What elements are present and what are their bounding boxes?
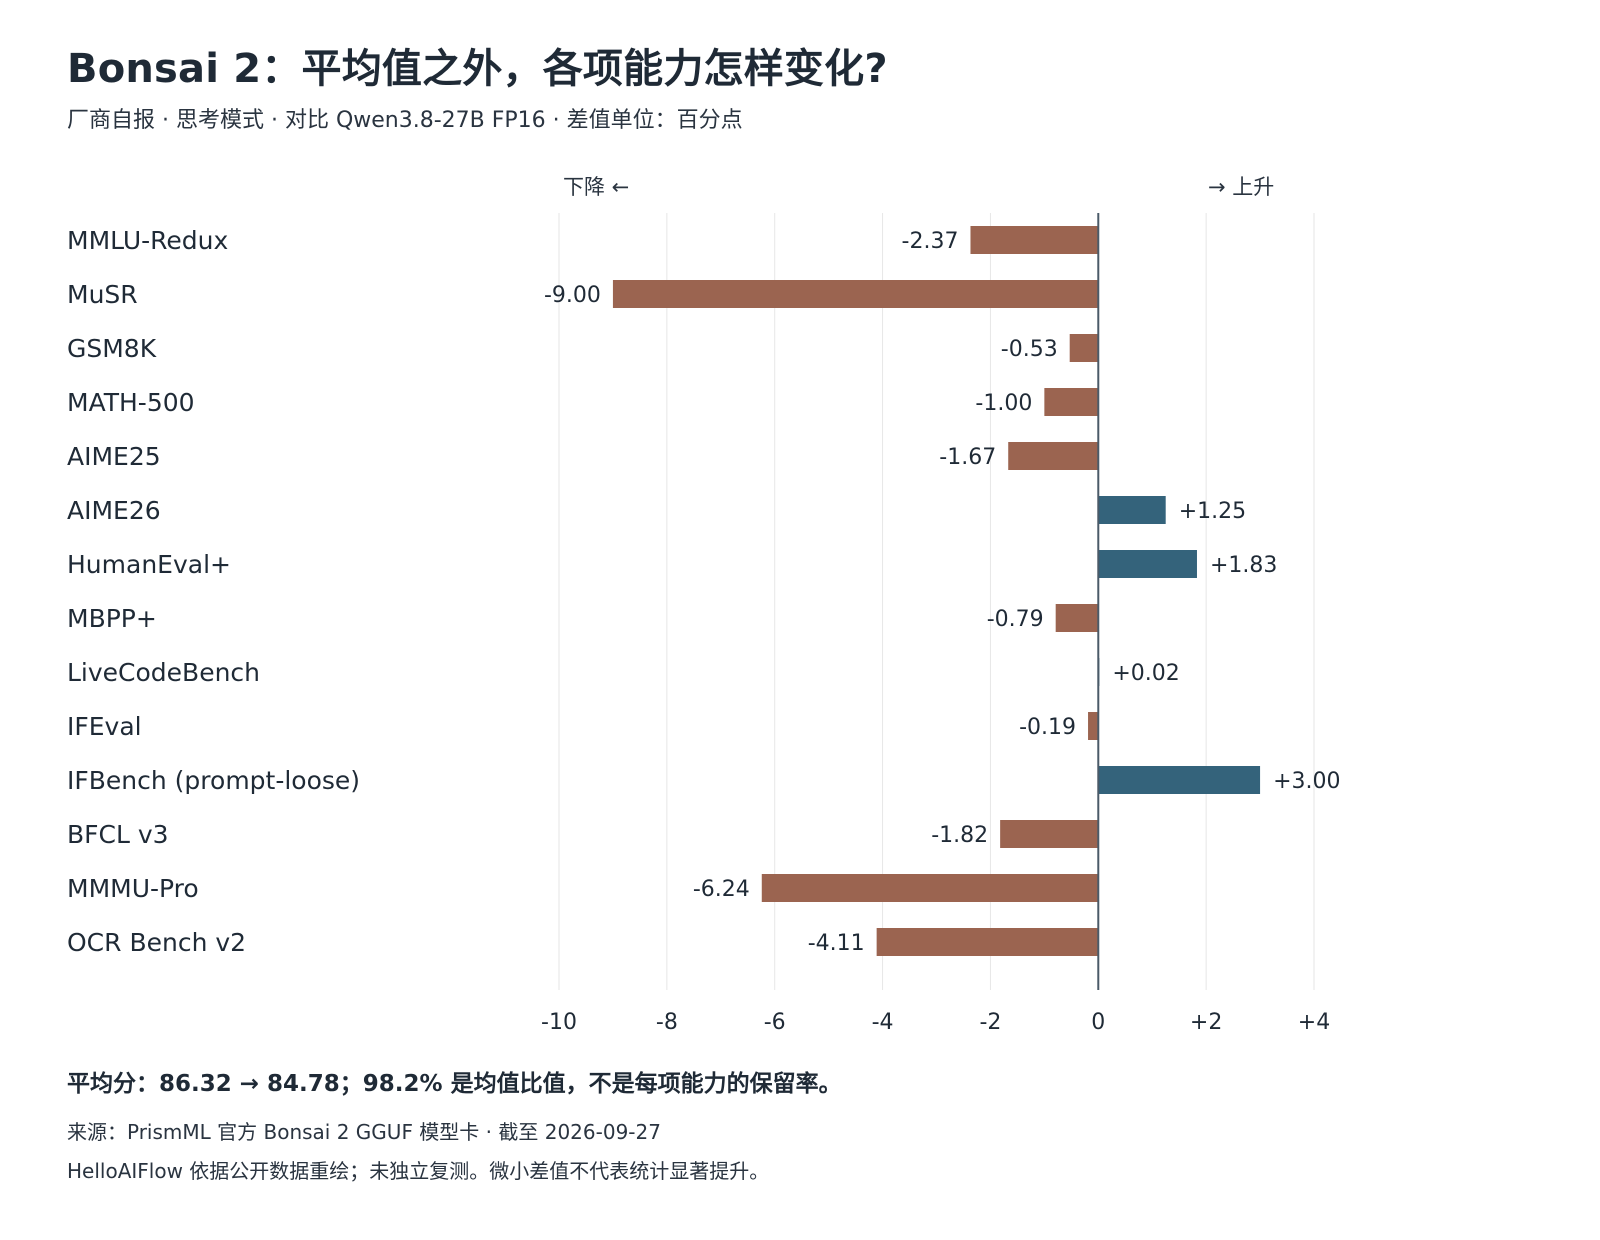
value-label: +1.83 [1210,553,1277,578]
average-score-summary: 平均分：86.32 → 84.78；98.2% 是均值比值，不是每项能力的保留率… [67,1071,842,1097]
bar [761,874,1099,902]
category-label: AIME25 [67,442,161,471]
category-label: IFEval [67,712,142,741]
category-label: LiveCodeBench [67,658,260,687]
bar [1008,442,1099,470]
value-label: -0.19 [1019,715,1076,740]
x-tick-label: +4 [1298,1010,1330,1035]
category-label: MMLU-Redux [67,226,228,255]
category-label: MATH-500 [67,388,195,417]
x-tick-label: -10 [541,1010,577,1035]
value-label: -2.37 [902,229,959,254]
value-label: +3.00 [1273,769,1340,794]
value-label: +1.25 [1179,499,1246,524]
category-label: IFBench (prompt-loose) [67,766,360,795]
benchmark-delta-bar-chart: MMLU-Redux -2.37 MuSR -9.00 GSM8K -0.53 MATH-5… [67,213,1340,1035]
category-label: HumanEval+ [67,550,231,579]
source-note: 来源：PrismML 官方 Bonsai 2 GGUF 模型卡 · 截至 202… [67,1120,661,1144]
value-label: -9.00 [544,283,601,308]
x-tick-label: -2 [979,1010,1001,1035]
bar [1098,496,1166,524]
bar [1069,334,1099,362]
bar [1000,820,1099,848]
bar [970,226,1099,254]
x-tick-label: -4 [872,1010,894,1035]
value-label: -6.24 [693,877,750,902]
value-label: -1.00 [975,391,1032,416]
value-label: -0.53 [1001,337,1058,362]
bar [1098,766,1261,794]
bar [1044,388,1099,416]
bar [876,928,1099,956]
increase-direction-label: → 上升 [1208,175,1275,199]
x-tick-label: -6 [764,1010,786,1035]
category-label: MMMU-Pro [67,874,199,903]
value-label: -0.79 [987,607,1044,632]
x-tick-label: +2 [1190,1010,1222,1035]
decrease-direction-label: 下降 ← [563,175,630,199]
x-tick-label: -8 [656,1010,678,1035]
value-label: +0.02 [1112,661,1179,686]
category-label: MBPP+ [67,604,157,633]
x-tick-label: 0 [1091,1010,1105,1035]
category-label: GSM8K [67,334,157,363]
category-label: AIME26 [67,496,161,525]
chart-title: Bonsai 2：平均值之外，各项能力怎样变化? [67,46,888,92]
bar [1088,712,1099,740]
category-label: MuSR [67,280,138,309]
bar [612,280,1099,308]
category-label: OCR Bench v2 [67,928,246,957]
bar [1055,604,1099,632]
bar [1098,550,1197,578]
value-label: -1.67 [939,445,996,470]
value-label: -1.82 [931,823,988,848]
chart-subtitle: 厂商自报 · 思考模式 · 对比 Qwen3.8-27B FP16 · 差值单位… [67,108,743,133]
value-label: -4.11 [808,931,865,956]
category-label: BFCL v3 [67,820,169,849]
disclaimer-note: HelloAIFlow 依据公开数据重绘；未独立复测。微小差值不代表统计显著提升… [67,1159,770,1183]
